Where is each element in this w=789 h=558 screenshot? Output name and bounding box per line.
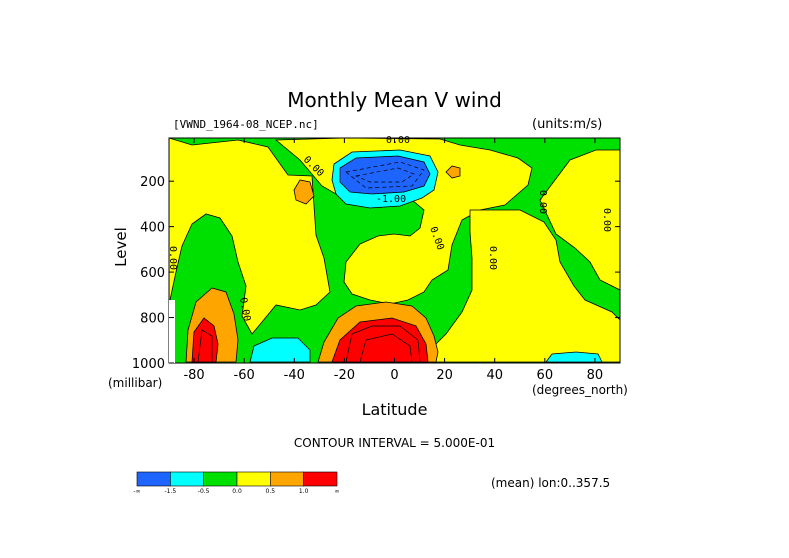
colorbar-label: -∞: [133, 488, 140, 495]
contour-label: -1.00: [376, 194, 406, 205]
units-label: (units:m/s): [532, 117, 603, 132]
region-sh-subtropics: [169, 138, 331, 363]
negative-contours: [345, 161, 425, 189]
y-tick-label: 1000: [132, 357, 165, 372]
colorbar-label: ∞: [335, 488, 340, 495]
contour-label: 0.00: [386, 135, 410, 146]
colorbar-bin: [136, 471, 171, 487]
x-tick-label: 60: [537, 368, 554, 383]
region-small-orange-b: [445, 165, 461, 179]
x-axis-units: (degrees_north): [532, 383, 628, 397]
x-tick-label: -60: [234, 368, 255, 383]
x-tick-label: -80: [183, 368, 204, 383]
colorbar-label: -0.5: [198, 488, 210, 495]
colorbar-label: 1.0: [299, 488, 309, 495]
x-tick-label: 0: [390, 368, 398, 383]
y-axis-units: (millibar): [108, 376, 163, 390]
colorbar-bin: [170, 471, 204, 487]
x-tick-label: -20: [334, 368, 355, 383]
contour-label: 0.00: [601, 208, 612, 232]
region-sh-surface-minimum: [249, 337, 311, 363]
y-tick-label: 200: [140, 175, 165, 190]
colorbar-label: -1.5: [164, 488, 176, 495]
positive-contours: [197, 325, 421, 363]
y-tick-label: 400: [140, 221, 165, 236]
colorbar-label: 0.0: [232, 488, 242, 495]
region-nh-surface-minimum: [545, 351, 603, 363]
chart-title: Monthly Mean V wind: [287, 88, 502, 112]
contour-label: 0.00: [537, 190, 548, 214]
y-tick-label: 600: [140, 266, 165, 281]
colorbar-bin: [236, 471, 271, 487]
region-antarctic-core: [191, 317, 219, 363]
x-tick-label: -40: [284, 368, 305, 383]
region-nh-high-yellow: [539, 149, 620, 291]
x-axis-label: Latitude: [361, 400, 428, 419]
subset-text: (mean) lon:0..357.5: [491, 476, 611, 490]
missing-data-mask: [169, 300, 175, 363]
contour-label: 0.00: [167, 246, 178, 270]
x-tick-label: 20: [436, 368, 453, 383]
contour-label: 0.00: [487, 246, 498, 270]
colorbar: -∞ -1.5 -0.5 0.0 0.5 1.0 ∞: [133, 471, 340, 495]
colorbar-bin: [303, 471, 338, 487]
region-upper-tropical-core: [339, 155, 431, 195]
contour-label: 0.00: [237, 297, 252, 323]
colorbar-bin: [203, 471, 238, 487]
region-small-orange-a: [293, 179, 315, 205]
x-tick-label: 80: [587, 368, 604, 383]
colorbar-label: 0.5: [266, 488, 276, 495]
dataset-label: [VWND_1964-08_NCEP.nc]: [173, 118, 319, 131]
region-nh-midlatitudes: [423, 209, 620, 363]
x-tick-label: 40: [486, 368, 503, 383]
contour-interval-text: CONTOUR INTERVAL = 5.000E-01: [293, 436, 496, 450]
y-tick-label: 800: [140, 312, 165, 327]
colorbar-bin: [270, 471, 304, 487]
